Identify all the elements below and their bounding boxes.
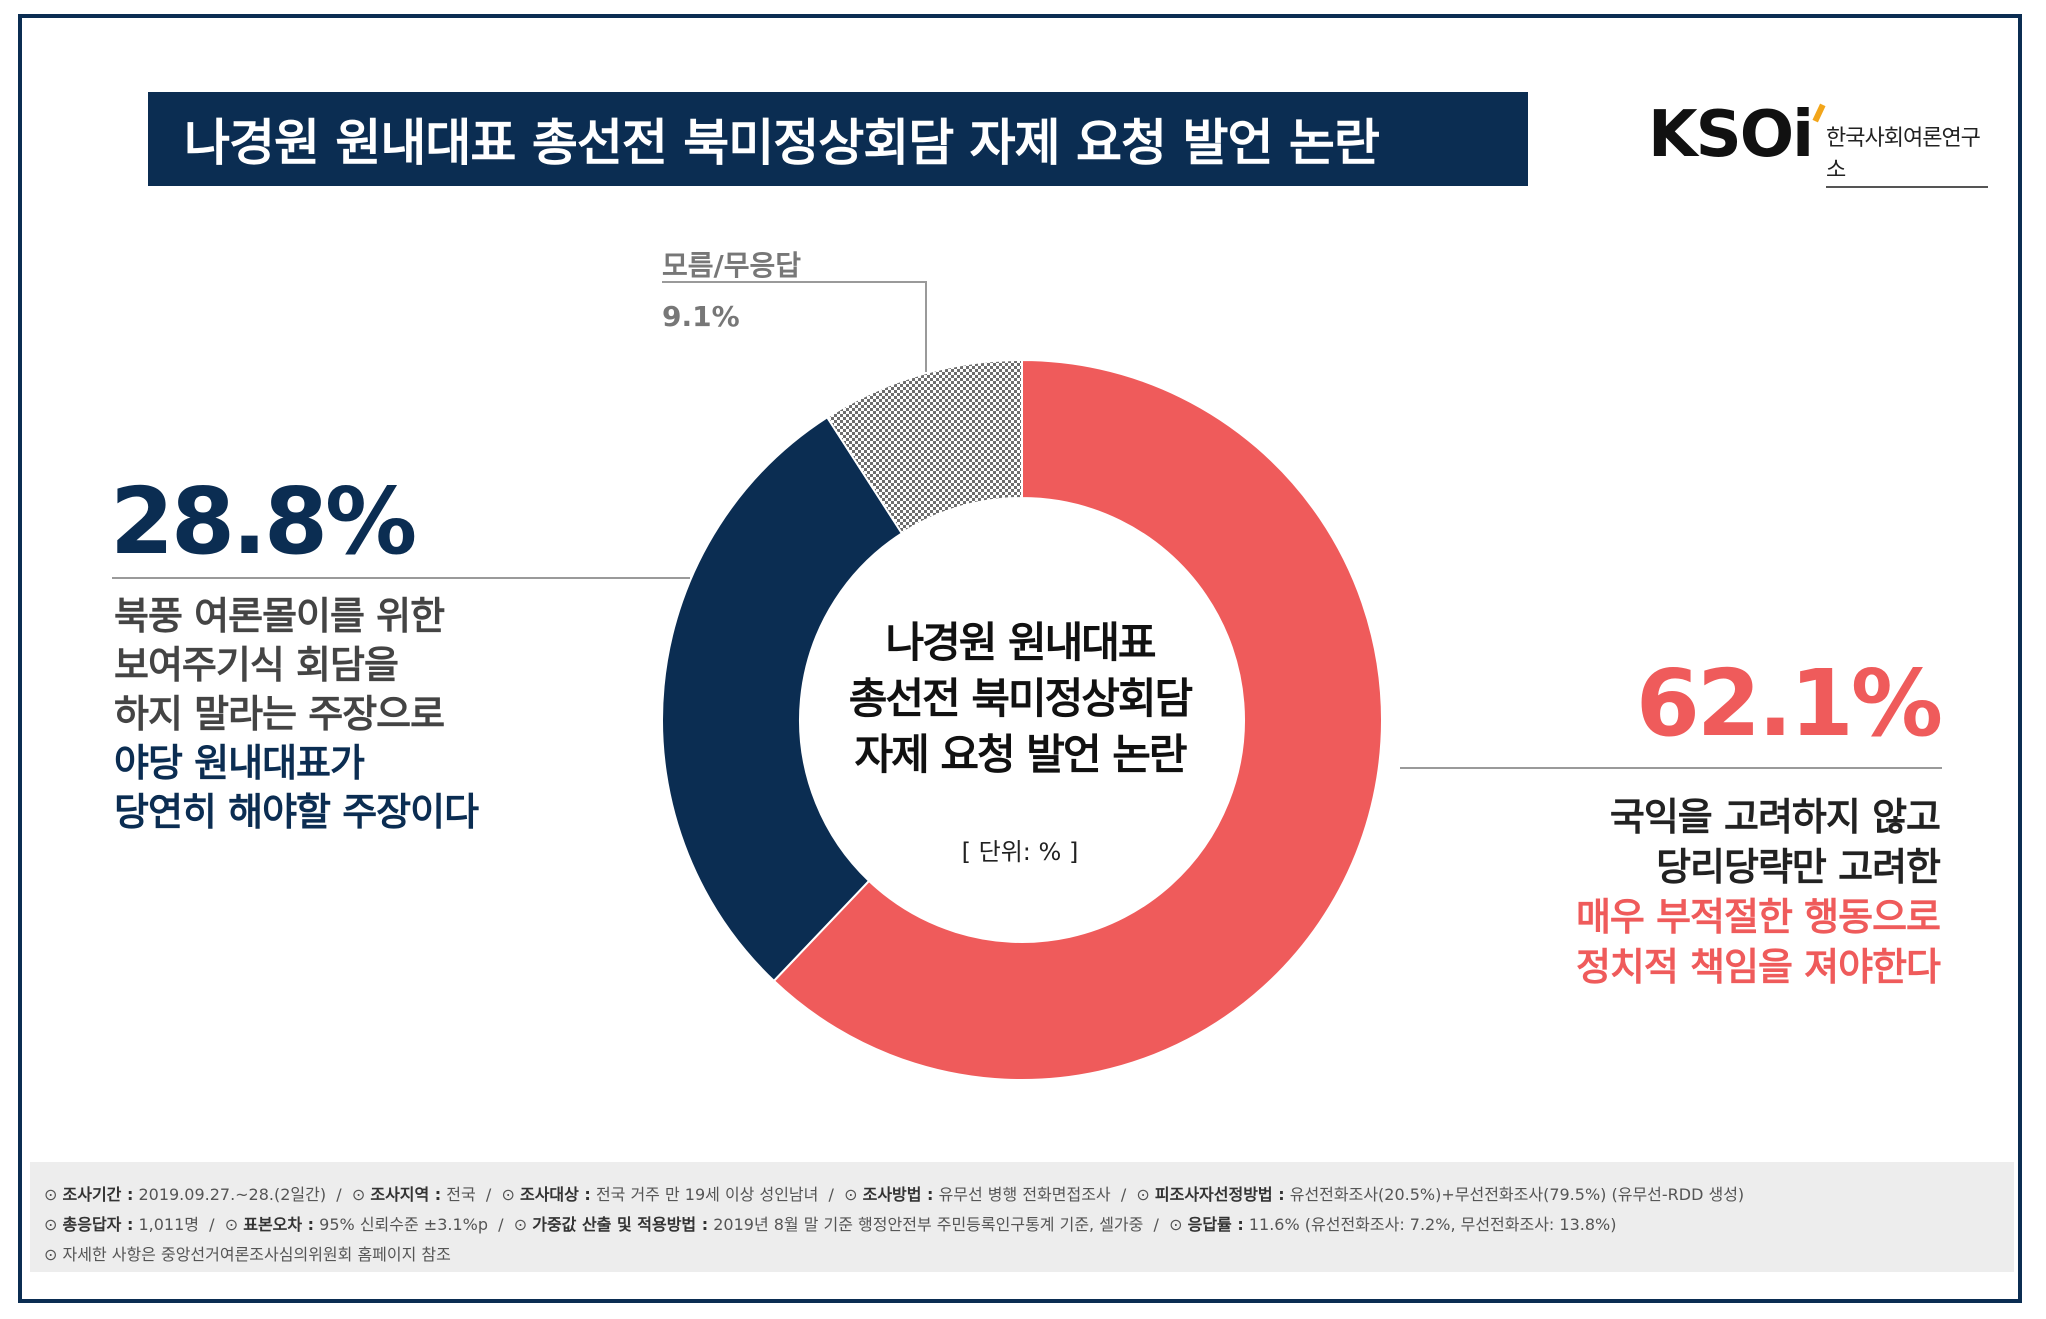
- footer-key: 조사지역 :: [370, 1185, 442, 1204]
- red-slice-value: 62.1%: [1635, 650, 1943, 757]
- logo-mark: KSOi: [1648, 98, 1814, 172]
- footer-value: 유무선 병행 전화면접조사: [938, 1185, 1111, 1204]
- footer-key: 조사방법 :: [862, 1185, 934, 1204]
- footer-key: 피조사자선정방법 :: [1154, 1185, 1285, 1204]
- red-slice-description: 국익을 고려하지 않고 당리당략만 고려한 매우 부적절한 행동으로 정치적 책…: [1575, 792, 1941, 992]
- navy-slice-description: 북풍 여론몰이를 위한 보여주기식 회담을 하지 말라는 주장으로 야당 원내대…: [114, 592, 479, 837]
- footer-value: 2019.09.27.~28.(2일간): [138, 1185, 327, 1204]
- footer-line-2: ⊙ 총응답자 : 1,011명 / ⊙ 표본오차 : 95% 신뢰수준 ±3.1…: [44, 1215, 1617, 1234]
- unknown-leader-line: [662, 281, 927, 372]
- footer-value: 95% 신뢰수준 ±3.1%p: [319, 1215, 488, 1234]
- slice-red: [772, 358, 1383, 1081]
- footer-key: 총응답자 :: [62, 1215, 134, 1234]
- desc-highlight-line: 야당 원내대표가: [114, 741, 365, 785]
- logo-text: 한국사회여론연구소: [1826, 120, 1988, 188]
- survey-footer: ⊙ 조사기간 : 2019.09.27.~28.(2일간) / ⊙ 조사지역 :…: [30, 1162, 2014, 1272]
- chart-title-line: 총선전 북미정상회담: [848, 674, 1193, 723]
- footer-value: 2019년 8월 말 기준 행정안전부 주민등록인구통계 기준, 셀가중: [713, 1215, 1144, 1234]
- desc-line: 당리당략만 고려한: [1656, 845, 1941, 889]
- desc-highlight-line: 당연히 해야할 주장이다: [114, 790, 479, 834]
- desc-line: 국익을 고려하지 않고: [1609, 795, 1941, 839]
- footer-value: 1,011명: [138, 1215, 199, 1234]
- ksoi-logo: KSOi 한국사회여론연구소: [1648, 98, 1988, 188]
- footer-value: 전국 거주 만 19세 이상 성인남녀: [595, 1185, 819, 1204]
- desc-highlight-line: 정치적 책임을 져야한다: [1575, 945, 1941, 989]
- footer-key: 가중값 산출 및 적용방법 :: [532, 1215, 709, 1234]
- desc-highlight-line: 매우 부적절한 행동으로: [1575, 895, 1941, 939]
- footer-note: ⊙ 자세한 사항은 중앙선거여론조사심의위원회 홈페이지 참조: [44, 1245, 451, 1264]
- unknown-slice-value: 9.1%: [662, 300, 740, 333]
- chart-center-title: 나경원 원내대표 총선전 북미정상회담 자제 요청 발언 논란: [800, 615, 1240, 783]
- slice-unknown: [825, 358, 1023, 535]
- footer-key: 조사대상 :: [519, 1185, 591, 1204]
- footer-value: 유선전화조사(20.5%)+무선전화조사(79.5%) (유무선-RDD 생성): [1289, 1185, 1745, 1204]
- footer-key: 응답률 :: [1187, 1215, 1244, 1234]
- footer-note-text: 자세한 사항은 중앙선거여론조사심의위원회 홈페이지 참조: [62, 1245, 451, 1264]
- chart-title-line: 나경원 원내대표: [885, 618, 1156, 667]
- footer-key: 표본오차 :: [243, 1215, 315, 1234]
- slide-frame: [18, 14, 2022, 1303]
- navy-slice-value: 28.8%: [110, 468, 417, 575]
- page-title: 나경원 원내대표 총선전 북미정상회담 자제 요청 발언 논란: [148, 92, 1528, 186]
- footer-line-1: ⊙ 조사기간 : 2019.09.27.~28.(2일간) / ⊙ 조사지역 :…: [44, 1185, 1745, 1204]
- chart-unit-label: [ 단위: % ]: [961, 838, 1079, 866]
- chart-title-line: 자제 요청 발언 논란: [854, 730, 1188, 779]
- desc-line: 북풍 여론몰이를 위한: [114, 594, 445, 638]
- desc-line: 하지 말라는 주장으로: [114, 692, 445, 736]
- desc-line: 보여주기식 회담을: [114, 643, 399, 687]
- footer-value: 전국: [446, 1185, 476, 1204]
- footer-value: 11.6% (유선전화조사: 7.2%, 무선전화조사: 13.8%): [1248, 1215, 1617, 1234]
- footer-key: 조사기간 :: [62, 1185, 134, 1204]
- unknown-slice-label: 모름/무응답: [662, 249, 802, 282]
- slice-navy: [661, 415, 904, 983]
